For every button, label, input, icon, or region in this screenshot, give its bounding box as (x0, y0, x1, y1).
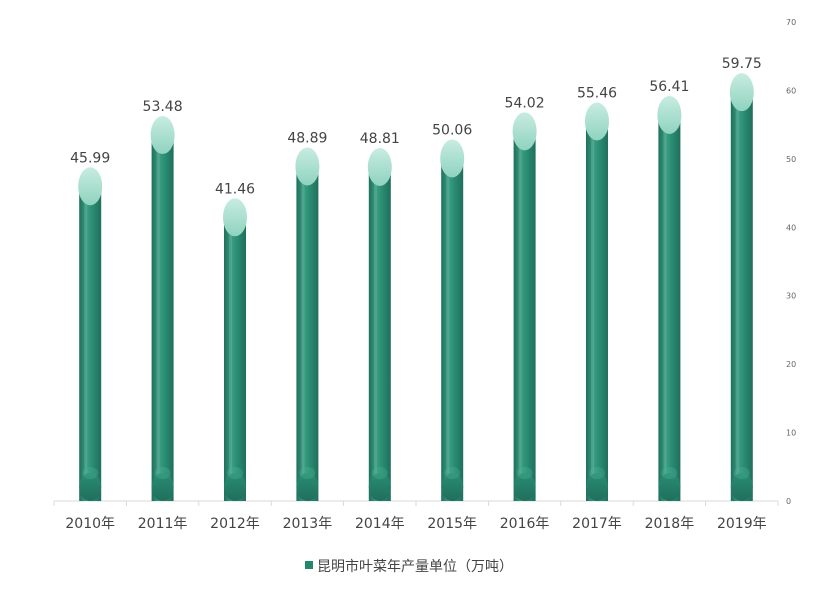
bar-base-glow (371, 467, 388, 479)
data-label: 59.75 (722, 56, 762, 72)
bar-base-cap (513, 473, 536, 501)
bar-base-glow (227, 467, 243, 479)
x-tick-label: 2013年 (283, 516, 333, 532)
data-label: 54.02 (505, 95, 545, 111)
bar-base-cap (296, 473, 319, 501)
bar-highlight (373, 171, 377, 498)
x-tick-label: 2014年 (355, 516, 405, 532)
bar-group: 56.41 2018年 (645, 79, 695, 532)
bar-base-cap (441, 473, 464, 501)
bar-highlight (518, 135, 522, 497)
bar-group: 41.46 2012年 (210, 181, 260, 532)
data-label: 48.81 (360, 131, 400, 147)
bar-top-cap (150, 116, 175, 155)
bar-top-cap (585, 102, 609, 141)
bar-highlight (446, 162, 450, 497)
bar (586, 121, 608, 501)
bar-base-glow (444, 467, 461, 479)
bar-highlight (156, 139, 160, 497)
bar-group: 54.02 2016年 (500, 95, 550, 532)
bar-top-cap (295, 147, 320, 186)
y-tick-label: 10 (786, 429, 796, 438)
data-label: 56.41 (649, 79, 689, 95)
bar (441, 158, 464, 501)
bar-base-glow (516, 467, 533, 479)
bar (296, 166, 319, 502)
data-label: 53.48 (143, 99, 183, 115)
bar-top-cap (78, 167, 103, 206)
bar-top-cap (367, 148, 392, 187)
bar-group: 55.46 2017年 (572, 85, 622, 532)
data-label: 45.99 (70, 150, 110, 166)
bar-base-glow (154, 467, 171, 479)
bar-highlight (229, 221, 232, 497)
legend-label: 昆明市叶菜年产量单位（万吨） (317, 559, 513, 575)
bar-base-glow (589, 467, 605, 479)
bar-base-cap (658, 473, 681, 501)
legend-swatch (305, 561, 313, 569)
bar-highlight (663, 118, 667, 497)
bar-highlight (591, 125, 594, 497)
x-tick-label: 2010年 (65, 516, 115, 532)
bar-base-cap (151, 473, 174, 501)
bar-highlight (84, 190, 88, 497)
bar-highlight (301, 170, 305, 498)
x-tick-label: 2018年 (645, 516, 695, 532)
bar-base-cap (368, 473, 391, 501)
x-tick-label: 2019年 (717, 516, 767, 532)
bar-top-cap (729, 73, 754, 112)
data-label: 55.46 (577, 85, 617, 101)
bar (151, 135, 174, 501)
bar-top-cap (657, 95, 682, 134)
bar-group: 45.99 2010年 (65, 150, 115, 532)
bar-top-cap (440, 139, 465, 178)
bar-group: 53.48 2011年 (138, 99, 188, 532)
bar-group: 59.75 2019年 (717, 56, 767, 532)
bar-base-cap (79, 473, 102, 501)
bar-base-glow (299, 467, 316, 479)
bar (368, 167, 391, 502)
bar (513, 131, 536, 501)
y-tick-label: 60 (786, 86, 796, 95)
bar-top-cap (512, 112, 537, 151)
x-tick-label: 2011年 (138, 516, 188, 532)
y-tick-label: 0 (786, 497, 791, 506)
x-tick-label: 2015年 (427, 516, 477, 532)
data-label: 41.46 (215, 181, 255, 197)
y-tick-label: 40 (786, 223, 796, 232)
bar-group: 50.06 2015年 (427, 122, 477, 532)
bar-base-cap (730, 473, 753, 501)
y-tick-label: 30 (786, 292, 796, 301)
bar (730, 92, 753, 501)
data-label: 50.06 (432, 122, 472, 138)
bar-base-glow (733, 467, 750, 479)
bar (658, 114, 681, 501)
bar-group: 48.89 2013年 (283, 130, 333, 532)
bar-group: 48.81 2014年 (355, 131, 405, 532)
x-tick-label: 2012年 (210, 516, 260, 532)
y-tick-label: 20 (786, 360, 796, 369)
y-tick-label: 70 (786, 18, 796, 27)
bar (224, 217, 246, 501)
x-tick-label: 2016年 (500, 516, 550, 532)
data-label: 48.89 (287, 130, 327, 146)
bar-base-glow (661, 467, 678, 479)
legend: 昆明市叶菜年产量单位（万吨） (0, 556, 818, 576)
bar-top-cap (223, 198, 247, 237)
bar (79, 186, 102, 501)
y-tick-label: 50 (786, 155, 796, 164)
x-tick-label: 2017年 (572, 516, 622, 532)
bar-base-cap (586, 473, 608, 501)
bar-base-cap (224, 473, 246, 501)
bar-base-glow (82, 467, 99, 479)
bar-highlight (735, 96, 739, 497)
